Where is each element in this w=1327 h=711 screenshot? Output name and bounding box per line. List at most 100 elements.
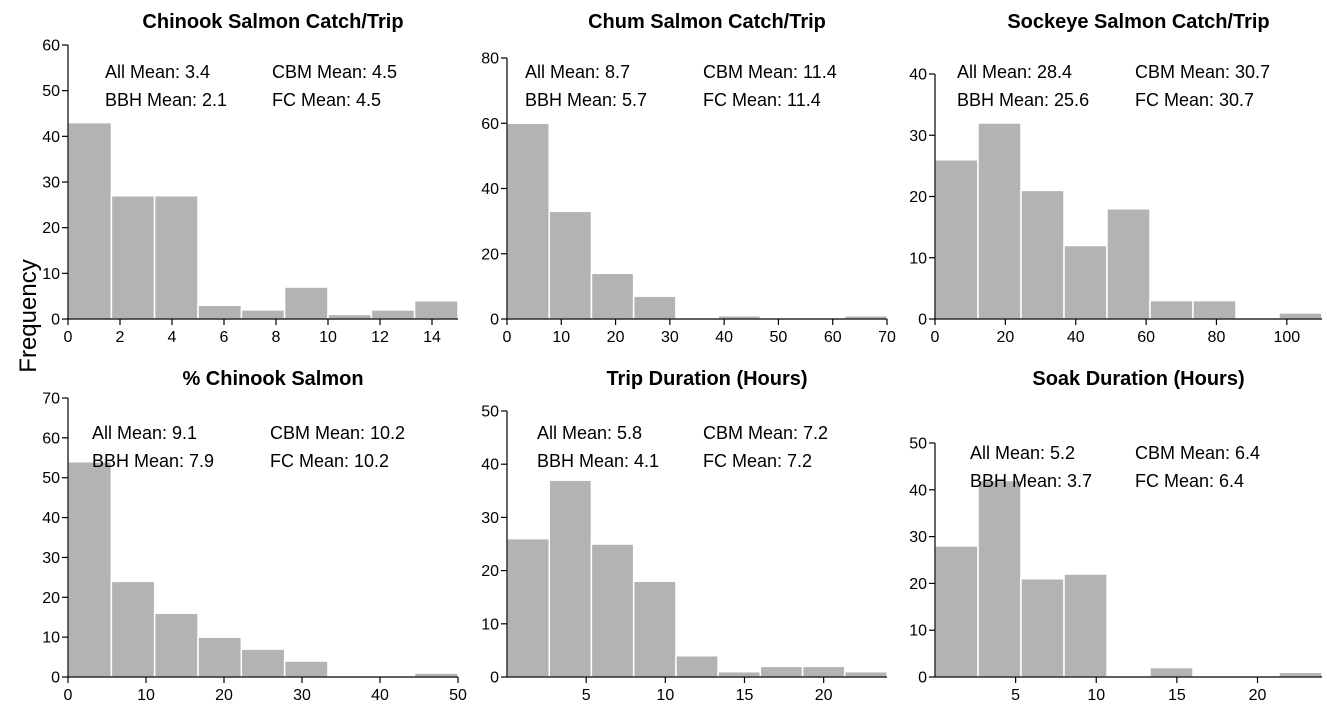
- panel-title: Chinook Salmon Catch/Trip: [142, 11, 403, 33]
- histogram-bar: [1149, 299, 1194, 320]
- y-tick-label: 50: [42, 470, 60, 487]
- x-tick-label: 10: [656, 687, 674, 704]
- x-tick-label: 50: [449, 687, 467, 704]
- mean-annotation: FC Mean: 7.2: [703, 451, 812, 471]
- mean-annotation: CBM Mean: 4.5: [272, 62, 397, 82]
- panel-title: Sockeye Salmon Catch/Trip: [1007, 11, 1269, 33]
- y-tick-label: 30: [909, 529, 927, 546]
- mean-annotation: All Mean: 5.8: [537, 423, 642, 443]
- x-tick-label: 14: [423, 329, 441, 346]
- histogram-bar: [632, 295, 677, 320]
- x-tick-label: 40: [715, 329, 733, 346]
- histogram-bar: [548, 479, 593, 678]
- histogram-bar: [977, 479, 1022, 678]
- x-tick-label: 10: [1087, 687, 1105, 704]
- histogram-panel: % Chinook Salmon 0 10 20 30 40 50 60 70 0 10 20 30 40…: [42, 368, 467, 704]
- histogram-bar: [506, 122, 550, 320]
- y-tick-label: 0: [51, 312, 60, 329]
- mean-annotation: BBH Mean: 3.7: [970, 471, 1092, 491]
- histogram-bar: [1063, 244, 1108, 320]
- histogram-bar: [240, 648, 286, 678]
- histogram-bar: [1149, 666, 1194, 678]
- histogram-bar: [506, 537, 551, 678]
- y-tick-label: 0: [51, 670, 60, 687]
- mean-annotation: CBM Mean: 10.2: [270, 423, 405, 443]
- x-tick-label: 60: [1137, 329, 1155, 346]
- x-tick-label: 0: [931, 329, 940, 346]
- mean-annotation: BBH Mean: 7.9: [92, 451, 214, 471]
- x-tick-label: 5: [1011, 687, 1020, 704]
- histogram-bar: [934, 545, 979, 678]
- x-tick-label: 20: [996, 329, 1014, 346]
- mean-annotation: All Mean: 5.2: [970, 443, 1075, 463]
- mean-annotation: FC Mean: 6.4: [1135, 471, 1244, 491]
- histogram-bar: [717, 670, 762, 678]
- x-tick-label: 20: [815, 687, 833, 704]
- histogram-bar: [843, 670, 888, 678]
- y-tick-label: 70: [42, 391, 60, 408]
- mean-annotation: CBM Mean: 6.4: [1135, 443, 1260, 463]
- histogram-panel: Sockeye Salmon Catch/Trip 0 10 20 30 40 0 20 40 6…: [909, 11, 1323, 346]
- x-tick-label: 30: [293, 687, 311, 704]
- histogram-bar: [153, 612, 199, 678]
- x-tick-label: 0: [503, 329, 512, 346]
- histogram-bar: [1063, 573, 1108, 678]
- mean-annotation: CBM Mean: 30.7: [1135, 62, 1270, 82]
- y-tick-label: 0: [918, 312, 927, 329]
- x-tick-label: 20: [1249, 687, 1267, 704]
- x-tick-label: 5: [582, 687, 591, 704]
- mean-annotation: BBH Mean: 2.1: [105, 90, 227, 110]
- mean-annotation: BBH Mean: 5.7: [525, 90, 647, 110]
- histogram-bar: [67, 121, 113, 320]
- x-tick-label: 50: [770, 329, 788, 346]
- mean-annotation: FC Mean: 11.4: [703, 90, 821, 110]
- x-tick-label: 2: [116, 329, 125, 346]
- mean-annotation: All Mean: 28.4: [957, 62, 1072, 82]
- y-tick-label: 0: [490, 312, 499, 329]
- histogram-bar: [675, 654, 719, 678]
- x-tick-label: 8: [272, 329, 281, 346]
- y-tick-label: 50: [909, 436, 927, 453]
- y-tick-label: 30: [909, 128, 927, 145]
- histogram-panel: Chum Salmon Catch/Trip 0 20 40 60 80 0 10 20 30 40…: [481, 11, 896, 346]
- histogram-bar: [240, 309, 286, 320]
- histogram-bar: [1020, 577, 1065, 678]
- x-tick-label: 60: [824, 329, 842, 346]
- histogram-bar: [590, 272, 635, 320]
- x-tick-label: 15: [736, 687, 754, 704]
- histogram-panel: Soak Duration (Hours) 0 10 20 30 40 50 5 10 15 20 A…: [909, 368, 1323, 704]
- y-tick-label: 40: [481, 457, 499, 474]
- y-tick-label: 10: [909, 250, 927, 267]
- histogram-bar: [370, 309, 416, 320]
- x-tick-label: 80: [1208, 329, 1226, 346]
- y-tick-label: 10: [481, 616, 499, 633]
- y-tick-label: 20: [909, 189, 927, 206]
- x-tick-label: 10: [137, 687, 155, 704]
- y-tick-label: 10: [42, 266, 60, 283]
- histogram-bar: [1278, 312, 1323, 320]
- histogram-bar: [110, 194, 156, 320]
- mean-annotation: All Mean: 9.1: [92, 423, 197, 443]
- histogram-bar: [1192, 299, 1237, 320]
- x-tick-label: 0: [64, 329, 73, 346]
- y-tick-label: 20: [42, 590, 60, 607]
- y-tick-label: 30: [42, 175, 60, 192]
- y-tick-label: 10: [42, 630, 60, 647]
- x-tick-label: 6: [220, 329, 229, 346]
- mean-annotation: CBM Mean: 7.2: [703, 423, 828, 443]
- panel-title: Soak Duration (Hours): [1032, 368, 1244, 390]
- y-tick-label: 40: [909, 67, 927, 84]
- x-tick-label: 4: [168, 329, 177, 346]
- panel-title: Trip Duration (Hours): [606, 368, 807, 390]
- x-tick-label: 40: [1067, 329, 1085, 346]
- y-tick-label: 0: [918, 670, 927, 687]
- x-tick-label: 0: [64, 687, 73, 704]
- y-tick-label: 20: [481, 563, 499, 580]
- y-tick-label: 40: [909, 482, 927, 499]
- histogram-bar: [110, 580, 156, 678]
- histogram-bar: [759, 665, 804, 678]
- y-tick-label: 60: [481, 116, 499, 133]
- y-tick-label: 20: [481, 246, 499, 263]
